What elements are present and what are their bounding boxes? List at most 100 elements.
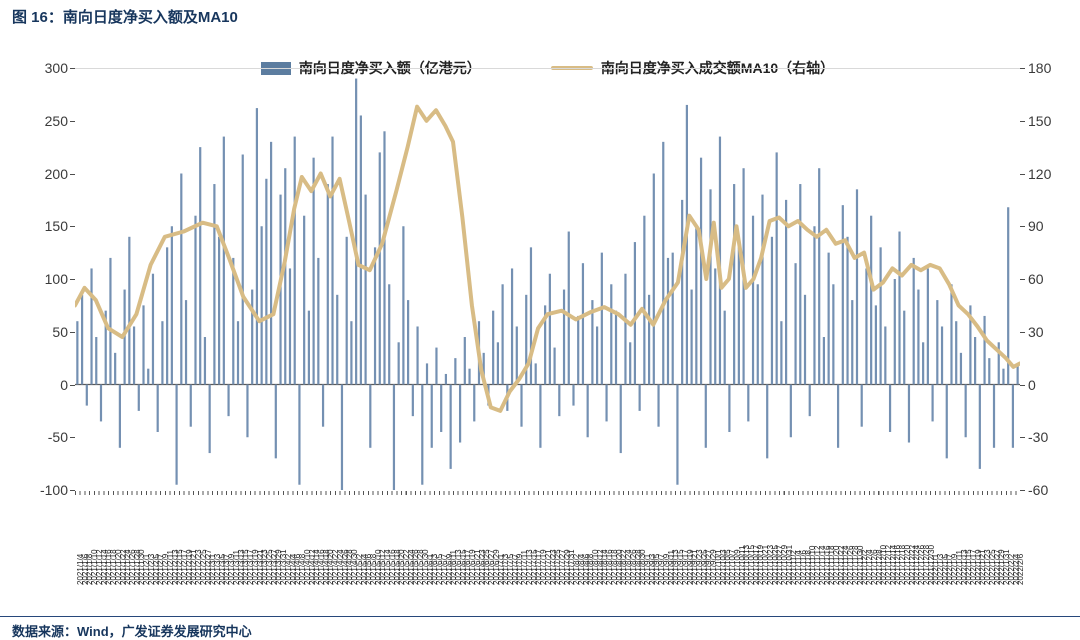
net-buy-bar [936, 300, 939, 385]
net-buy-bar [690, 289, 693, 385]
axis-tick-mark [70, 437, 75, 439]
net-buy-bar [855, 189, 859, 385]
net-buy-bar [751, 215, 755, 385]
net-buy-bar [903, 310, 906, 385]
net-buy-bar [539, 384, 542, 448]
net-buy-bar [137, 384, 140, 411]
axis-tick-mark [1020, 226, 1025, 228]
net-buy-bar [293, 136, 296, 385]
axis-tick-mark [1020, 173, 1025, 175]
net-buy-bar [326, 184, 329, 385]
net-buy-bar [132, 326, 136, 385]
net-buy-bar [572, 384, 575, 406]
y-axis-tick-label-left: 0 [60, 376, 68, 393]
net-buy-bar [416, 326, 419, 385]
net-buy-bar [435, 347, 438, 385]
net-buy-bar [203, 337, 207, 385]
net-buy-bar [888, 384, 892, 432]
net-buy-bar [851, 300, 854, 385]
net-buy-bar [884, 326, 887, 385]
y-axis-tick-label-right: 90 [1028, 218, 1044, 235]
y-axis-tick-label-right: 30 [1028, 323, 1044, 340]
net-buy-bar [265, 178, 268, 385]
net-buy-bar [142, 305, 145, 385]
net-buy-bar [199, 147, 202, 385]
axis-tick-mark [1020, 279, 1025, 280]
net-buy-bar [832, 284, 835, 385]
net-buy-bar [440, 384, 443, 432]
net-buy-bar [388, 284, 391, 385]
net-buy-bar [945, 384, 948, 459]
net-buy-bar [671, 252, 674, 385]
figure-title: 图 16：南向日度净买入额及MA10 [12, 9, 238, 26]
net-buy-bar [652, 173, 655, 385]
net-buy-bar [303, 215, 306, 385]
y-axis-tick-label-left: 100 [44, 271, 68, 287]
net-buy-bar [1007, 207, 1010, 385]
net-buy-bar [780, 321, 783, 385]
net-buy-bar [581, 263, 585, 385]
net-buy-bar [544, 305, 547, 385]
y-axis-tick-label-right: 120 [1028, 165, 1052, 182]
net-buy-bar [676, 384, 679, 485]
net-buy-bar [964, 384, 967, 438]
net-buy-bar [818, 168, 821, 385]
net-buy-bar [402, 226, 405, 385]
net-buy-bar [723, 310, 726, 385]
net-buy-bar [189, 384, 192, 427]
net-buy-bar [496, 342, 499, 385]
net-buy-bar [156, 384, 159, 432]
net-buy-bar [364, 194, 367, 385]
net-buy-bar [378, 152, 381, 385]
net-buy-bar [407, 300, 410, 385]
net-buy-bar [922, 342, 925, 385]
net-buy-bar [567, 231, 570, 385]
y-axis-tick-label-left: 200 [44, 165, 68, 182]
net-buy-bar [992, 384, 996, 448]
axis-tick-mark [70, 173, 75, 175]
y-axis-tick-label-right: 60 [1028, 271, 1044, 287]
net-buy-bar [737, 247, 740, 385]
net-buy-bar [336, 294, 339, 385]
net-buy-bar [699, 157, 703, 385]
net-buy-bar [841, 205, 844, 385]
net-buy-bar [345, 236, 348, 385]
axis-tick-mark [1020, 490, 1025, 491]
net-buy-bar [468, 368, 471, 385]
net-buy-bar [269, 141, 273, 385]
y-axis-tick-label-right: 150 [1028, 112, 1052, 129]
net-buy-bar [917, 289, 920, 385]
net-buy-bar [425, 363, 429, 385]
axis-tick-mark [1020, 437, 1025, 439]
net-buy-bar [241, 154, 244, 385]
net-buy-bar [610, 284, 613, 385]
net-buy-bar [161, 321, 164, 385]
net-buy-bar [194, 215, 197, 385]
net-buy-bar [1011, 384, 1015, 448]
net-buy-bar [600, 252, 603, 385]
net-buy-bar [562, 289, 566, 385]
net-buy-bar [974, 337, 977, 385]
net-buy-bar [288, 268, 292, 385]
axis-tick-mark [1020, 331, 1025, 333]
net-buy-bar [331, 136, 334, 385]
net-buy-bar [808, 384, 811, 417]
net-buy-bar [383, 131, 386, 385]
axis-tick-mark [70, 331, 75, 333]
net-buy-bar [709, 189, 712, 385]
net-buy-bar [147, 368, 150, 385]
net-buy-bar [893, 279, 896, 385]
net-buy-bar [166, 247, 169, 385]
net-buy-bar [666, 257, 670, 385]
net-buy-bar [912, 257, 915, 385]
net-buy-bar [997, 342, 1000, 385]
net-buy-bar [988, 358, 991, 385]
chart-plot [75, 68, 1020, 490]
net-buy-bar [85, 384, 88, 406]
net-buy-bar [978, 384, 981, 469]
net-buy-bar [1002, 368, 1005, 385]
y-axis-tick-label-left: -100 [39, 482, 68, 498]
net-buy-bar [458, 384, 462, 443]
net-buy-bar [643, 215, 646, 385]
